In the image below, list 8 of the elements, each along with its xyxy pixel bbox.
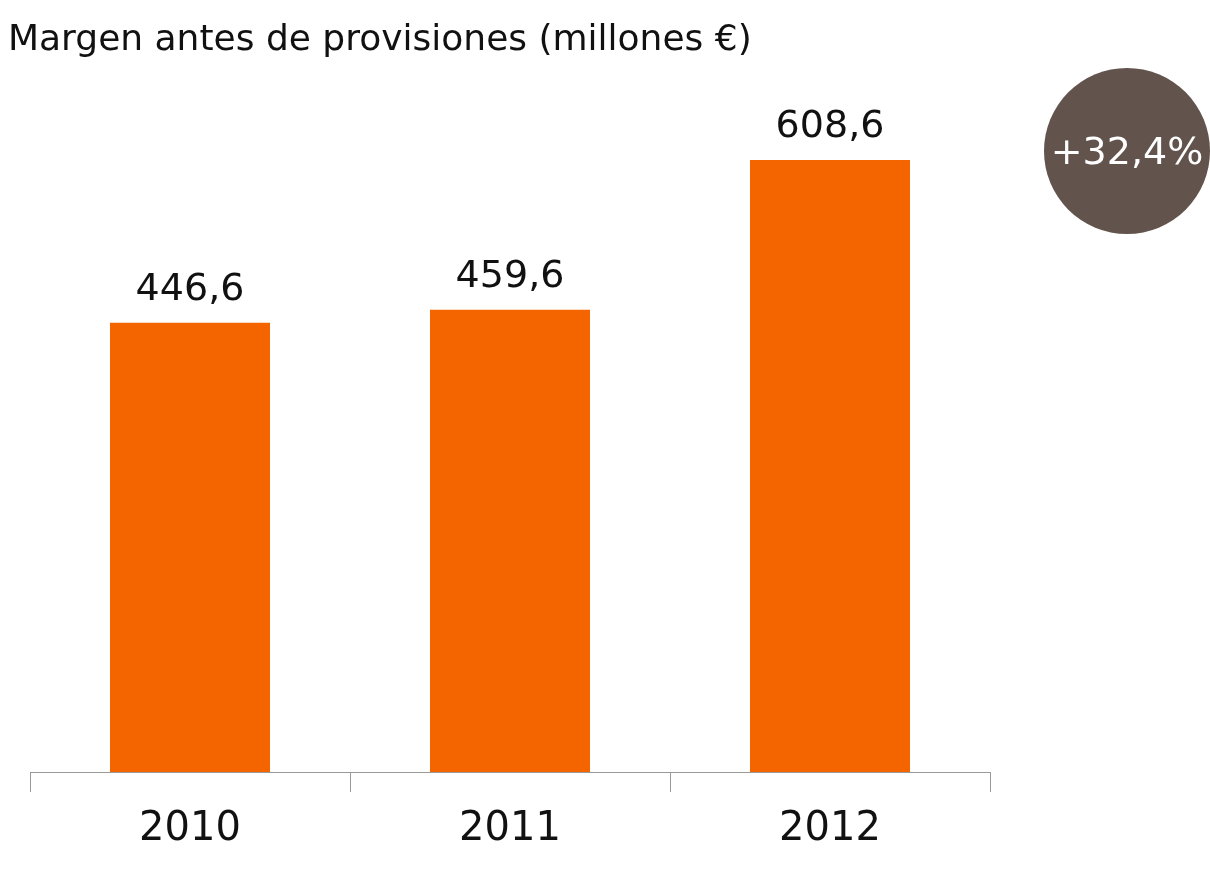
data-label: 608,6 bbox=[775, 101, 885, 146]
data-label: 446,6 bbox=[135, 264, 245, 309]
circle-badge: +32,4% bbox=[1044, 68, 1210, 234]
x-tick-label: 2010 bbox=[139, 803, 241, 850]
data-label: 459,6 bbox=[455, 251, 565, 296]
chart-title: Margen antes de provisiones (millones €) bbox=[8, 16, 753, 60]
x-tick-label: 2011 bbox=[459, 803, 561, 850]
x-tick-label: 2012 bbox=[779, 803, 881, 850]
